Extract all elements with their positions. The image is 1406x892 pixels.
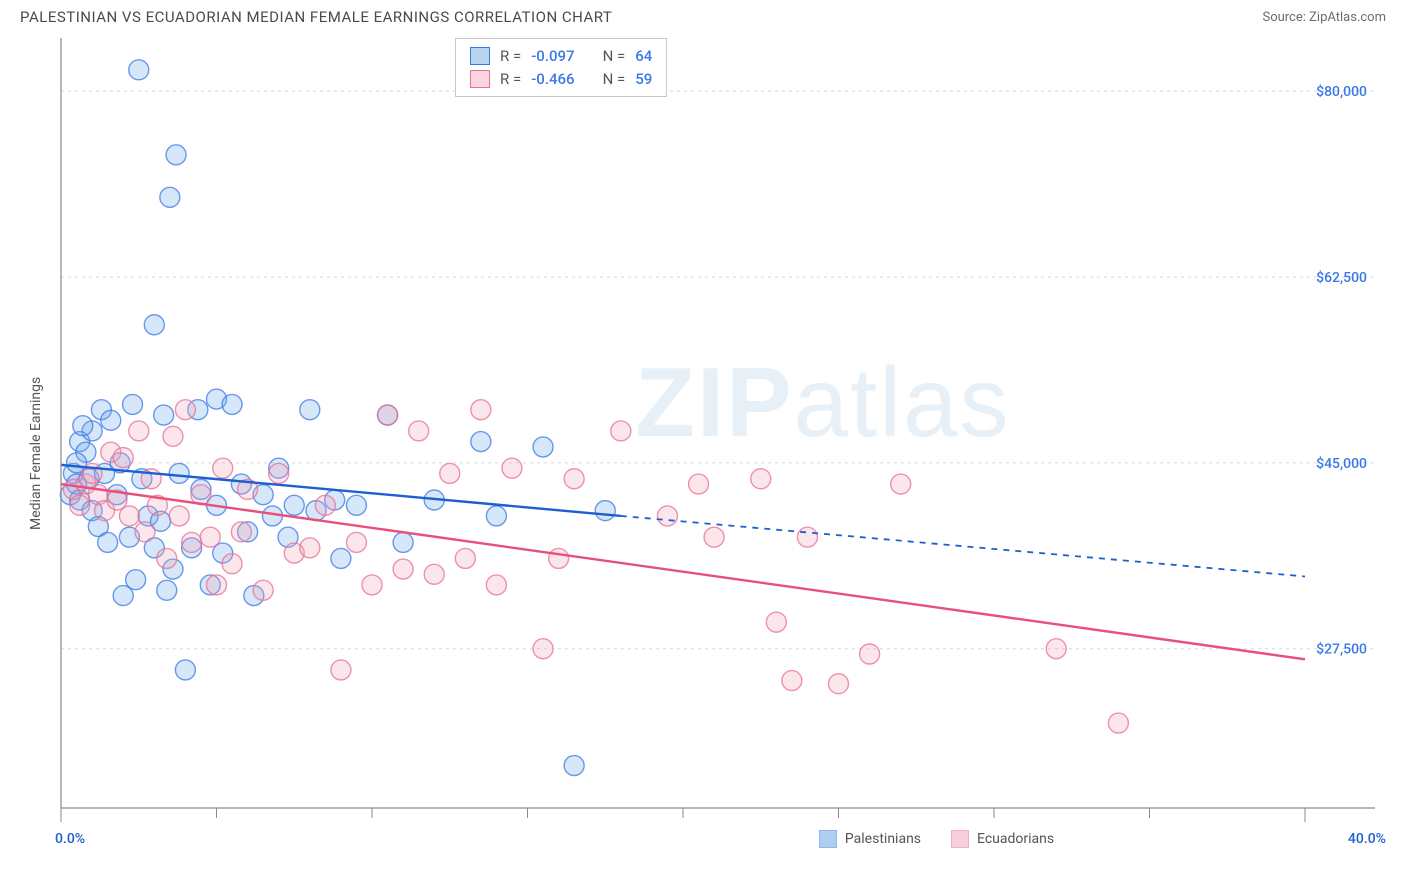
corr-r-label: R = <box>500 45 521 68</box>
corr-n-value: 59 <box>635 68 652 91</box>
x-axis-min-label: 0.0% <box>55 831 85 847</box>
y-axis-label: Median Female Earnings <box>28 377 44 530</box>
svg-text:$62,500: $62,500 <box>1316 269 1367 286</box>
legend-swatch <box>951 830 969 848</box>
corr-n-label: N = <box>603 45 626 68</box>
corr-swatch <box>470 70 490 88</box>
corr-r-label: R = <box>500 68 521 91</box>
corr-r-value: -0.097 <box>531 45 574 68</box>
series-legend: Palestinians Ecuadorians <box>819 830 1054 848</box>
x-axis-max-label: 40.0% <box>1348 831 1386 847</box>
corr-n-value: 64 <box>635 45 652 68</box>
legend-label: Palestinians <box>845 831 921 847</box>
correlation-row: R = -0.097 N = 64 <box>470 45 652 68</box>
svg-text:$45,000: $45,000 <box>1316 455 1367 472</box>
chart-title: PALESTINIAN VS ECUADORIAN MEDIAN FEMALE … <box>20 8 612 26</box>
corr-swatch <box>470 47 490 65</box>
svg-text:$80,000: $80,000 <box>1316 83 1367 100</box>
bottom-legend: 0.0% Palestinians Ecuadorians 40.0% <box>55 830 1386 848</box>
chart-source: Source: ZipAtlas.com <box>1262 10 1386 25</box>
legend-label: Ecuadorians <box>977 831 1054 847</box>
chart-header: PALESTINIAN VS ECUADORIAN MEDIAN FEMALE … <box>0 0 1406 30</box>
legend-swatch <box>819 830 837 848</box>
corr-n-label: N = <box>603 68 626 91</box>
legend-item: Palestinians <box>819 830 921 848</box>
correlation-row: R = -0.466 N = 59 <box>470 68 652 91</box>
svg-text:$27,500: $27,500 <box>1316 641 1367 658</box>
corr-r-value: -0.466 <box>531 68 574 91</box>
scatter-chart: $27,500 $45,000 $62,500 $80,000 <box>55 36 1375 826</box>
legend-item: Ecuadorians <box>951 830 1054 848</box>
chart-container: $27,500$45,000$62,500$80,000 ZIPatlas R … <box>55 36 1406 826</box>
correlation-legend: R = -0.097 N = 64 R = -0.466 N = 59 <box>455 38 667 97</box>
